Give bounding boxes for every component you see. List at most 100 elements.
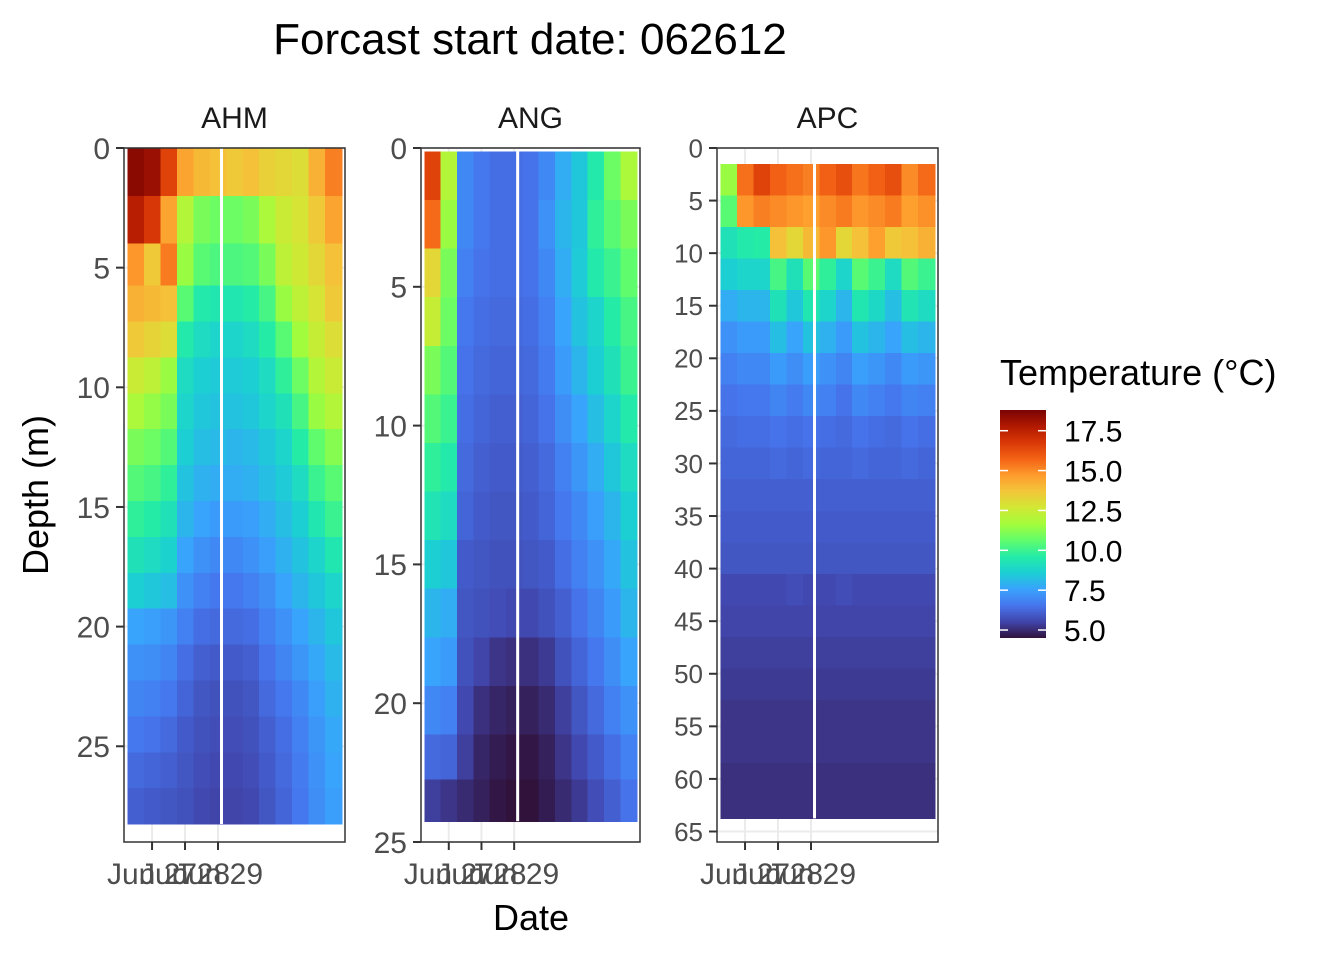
heatmap-cell: [473, 491, 491, 541]
heatmap-cell: [868, 605, 886, 638]
heatmap-cell: [819, 258, 837, 291]
x-tick-label: Jun 27: [107, 858, 197, 891]
heatmap-cell: [753, 321, 771, 354]
heatmap-cell: [160, 644, 178, 682]
heatmap-cell: [193, 536, 211, 574]
heatmap-cell: [753, 258, 771, 291]
heatmap-cell: [292, 243, 310, 287]
heatmap-cell: [571, 734, 589, 781]
heatmap-cell: [901, 542, 919, 575]
heatmap-cell: [275, 393, 293, 430]
heatmap-cell: [786, 542, 804, 575]
heatmap-cell: [918, 700, 936, 733]
heatmap-cell: [753, 163, 771, 196]
heatmap-cell: [620, 540, 638, 590]
heatmap-cell: [127, 357, 145, 394]
heatmap-cell: [587, 200, 605, 250]
heatmap-cell: [440, 200, 458, 250]
heatmap-cell: [720, 353, 738, 386]
heatmap-cell: [901, 258, 919, 291]
heatmap-cell: [819, 384, 837, 417]
x-tick-label: Jun 29: [173, 858, 263, 891]
heatmap-cell: [753, 573, 771, 607]
heatmap-cell: [620, 637, 638, 687]
heatmap-cell: [819, 573, 837, 607]
heatmap-cell: [242, 148, 260, 197]
heatmap-cell: [802, 700, 820, 733]
heatmap-cell: [160, 788, 178, 825]
heatmap-cell: [901, 763, 919, 793]
heatmap-cell: [571, 394, 589, 444]
legend-tick-label: 5.0: [1064, 615, 1106, 648]
legend-colorbar: [1000, 410, 1046, 638]
heatmap-cell: [424, 637, 442, 687]
heatmap-cell: [852, 321, 870, 354]
heatmap-cell: [193, 680, 211, 717]
heatmap-cell: [176, 752, 194, 789]
heatmap-cell: [786, 668, 804, 701]
heatmap-cell: [736, 731, 754, 764]
heatmap-cell: [242, 644, 260, 682]
heatmap-cell: [505, 491, 523, 541]
heatmap-cell: [424, 491, 442, 541]
heatmap-cell: [424, 442, 442, 493]
heatmap-cell: [620, 491, 638, 541]
heatmap-cell: [555, 151, 572, 201]
heatmap-cell: [538, 442, 556, 493]
heatmap-cell: [786, 510, 804, 543]
heatmap-cell: [325, 716, 343, 753]
heatmap-cell: [885, 700, 903, 733]
y-tick-label: 20: [674, 344, 703, 374]
heatmap-cell: [720, 321, 738, 354]
heatmap-cell: [176, 644, 194, 682]
heatmap-cell: [604, 297, 621, 347]
heatmap-cell: [292, 357, 310, 394]
heatmap-cell: [786, 226, 804, 260]
y-axis: 0 5 10 15 20 25: [77, 133, 124, 764]
heatmap-cell: [918, 226, 936, 260]
heatmap-cell: [769, 479, 787, 512]
heatmap-cell: [522, 442, 540, 493]
heatmap-cell: [753, 605, 771, 638]
heatmap-cell: [275, 608, 293, 646]
heatmap-cell: [308, 195, 326, 245]
heatmap-cell: [835, 700, 853, 733]
heatmap-cell: [918, 479, 936, 512]
heatmap-cell: [143, 429, 161, 466]
heatmap-cell: [308, 500, 326, 538]
heatmap-cell: [555, 491, 572, 541]
heatmap-cell: [226, 429, 244, 466]
heatmap-cell: [786, 195, 804, 228]
heatmap-cell: [209, 752, 227, 789]
heatmap-cell: [802, 636, 820, 670]
heatmap-cell: [424, 540, 442, 590]
heatmap-cell: [555, 394, 572, 444]
y-tick-label: 25: [374, 827, 407, 860]
heatmap-cell: [885, 763, 903, 793]
heatmap-cell: [209, 429, 227, 466]
heatmap-cell: [786, 353, 804, 386]
heatmap-cell: [193, 500, 211, 538]
heatmap-cell: [127, 148, 145, 197]
y-tick-label: 35: [674, 501, 703, 531]
heatmap-cell: [620, 248, 638, 298]
heatmap-cell: [275, 536, 293, 574]
heatmap-cell: [918, 605, 936, 638]
heatmap-cell: [901, 605, 919, 638]
heatmap-cell: [819, 510, 837, 543]
heatmap-cell: [127, 429, 145, 466]
heatmap-cell: [885, 258, 903, 291]
heatmap-cell: [720, 700, 738, 733]
heatmap-cell: [226, 148, 244, 197]
heatmap-cell: [489, 491, 507, 541]
heatmap-cell: [440, 442, 458, 493]
heatmap-cell: [473, 297, 491, 347]
heatmap-cell: [473, 779, 491, 822]
heatmap-cell: [835, 510, 853, 543]
heatmap-cell: [868, 510, 886, 543]
heatmap-cell: [769, 636, 787, 670]
heatmap-cell: [720, 763, 738, 793]
data-gap: [220, 148, 224, 825]
heatmap-cell: [292, 195, 310, 245]
heatmap-cell: [587, 151, 605, 201]
